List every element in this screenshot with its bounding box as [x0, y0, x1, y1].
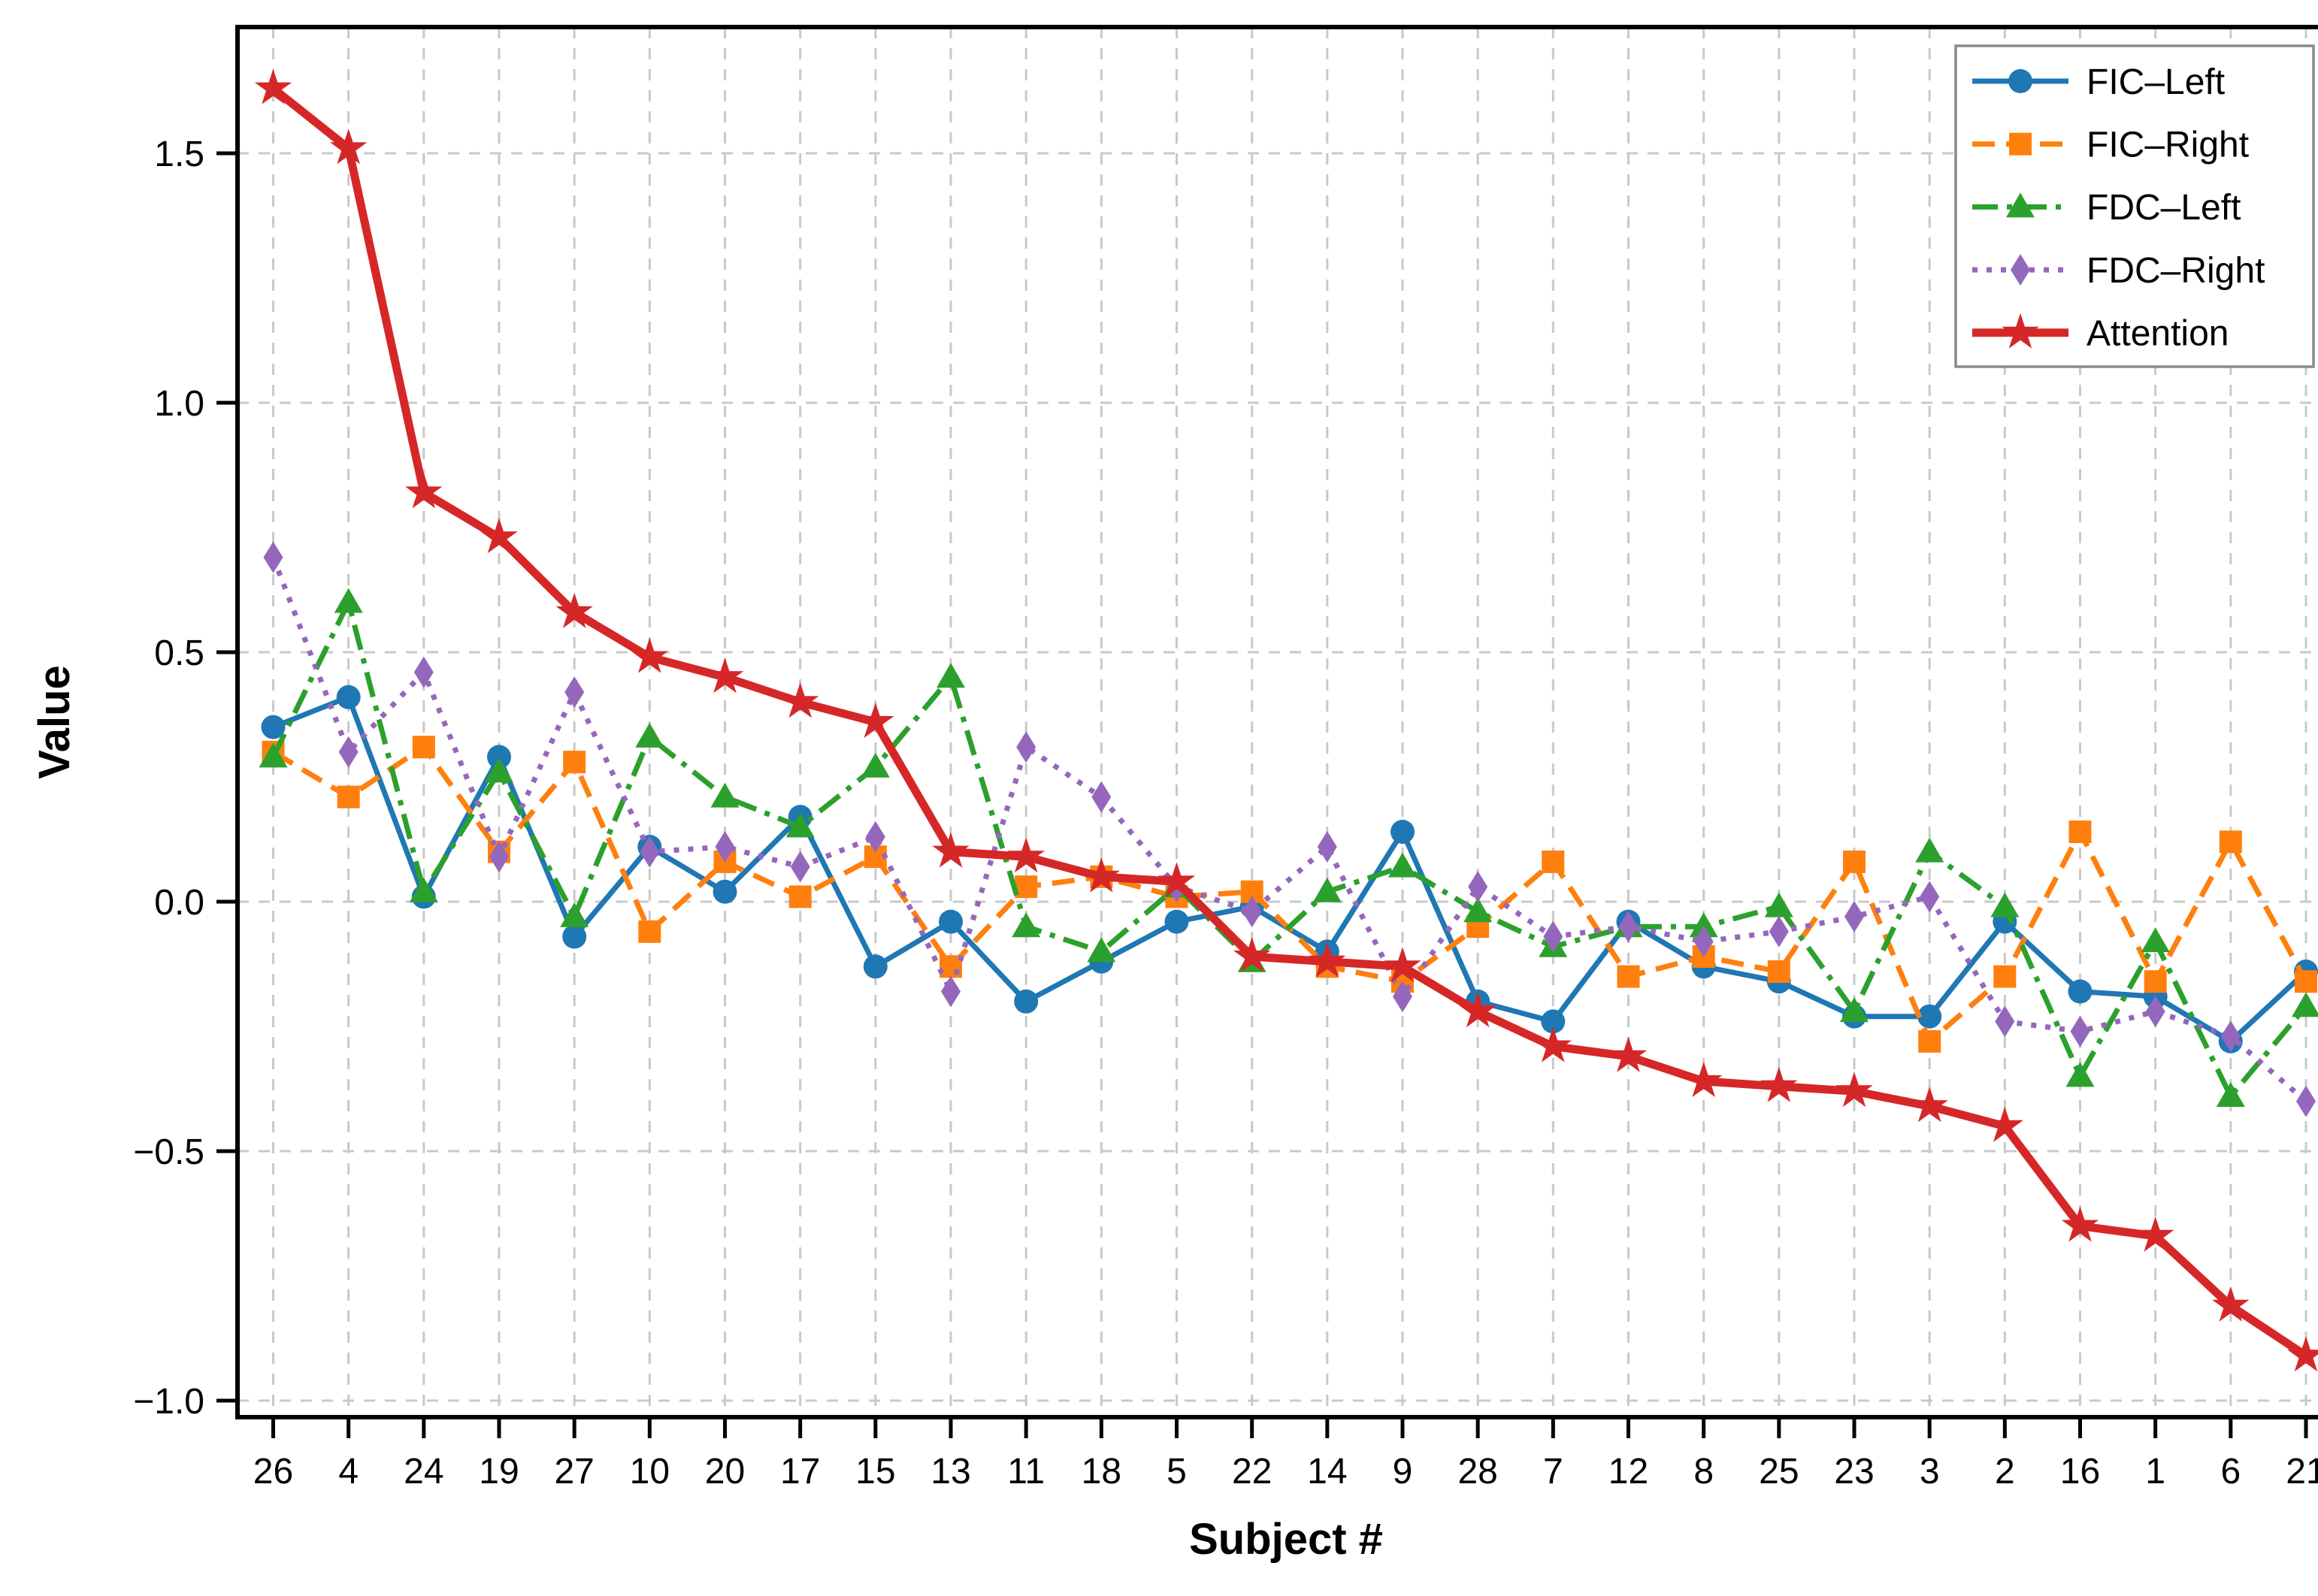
legend-label: FDC–Right [2087, 251, 2265, 291]
circle-marker [1014, 990, 1038, 1014]
circle-marker [864, 954, 888, 978]
square-marker [413, 736, 435, 758]
x-tick-label: 8 [1693, 1452, 1714, 1492]
square-marker [1918, 1030, 1941, 1053]
square-marker [2069, 821, 2092, 843]
square-marker [1617, 966, 1640, 988]
square-marker [1993, 966, 2016, 988]
square-marker [337, 786, 360, 809]
x-tick-label: 9 [1393, 1452, 1413, 1492]
x-tick-label: 12 [1608, 1452, 1648, 1492]
x-tick-label: 27 [554, 1452, 594, 1492]
square-marker [2220, 830, 2242, 853]
x-tick-label: 10 [630, 1452, 670, 1492]
square-marker [638, 920, 661, 943]
y-tick-label: 0.5 [154, 633, 204, 673]
square-marker [563, 751, 586, 773]
square-marker [1542, 851, 1564, 873]
circle-marker [562, 925, 586, 949]
circle-marker [2068, 980, 2093, 1004]
legend-label: FDC–Left [2087, 188, 2241, 228]
square-marker [789, 885, 812, 908]
legend-label: FIC–Left [2087, 62, 2225, 102]
x-tick-label: 2 [1995, 1452, 2015, 1492]
x-tick-label: 25 [1759, 1452, 1799, 1492]
x-tick-label: 6 [2220, 1452, 2241, 1492]
x-tick-label: 14 [1307, 1452, 1347, 1492]
square-marker [1843, 851, 1866, 873]
legend-label: FIC–Right [2087, 125, 2249, 165]
legend: FIC–Left FIC–Right FDC–Left FDC–Right Attent… [1956, 46, 2313, 367]
square-marker [2295, 970, 2317, 993]
x-tick-label: 5 [1167, 1452, 1187, 1492]
x-tick-label: 19 [479, 1452, 519, 1492]
x-tick-label: 26 [253, 1452, 293, 1492]
x-tick-label: 15 [855, 1452, 895, 1492]
x-tick-label: 4 [338, 1452, 359, 1492]
x-tick-label: 23 [1834, 1452, 1874, 1492]
square-marker [1768, 960, 1790, 983]
x-tick-label: 16 [2060, 1452, 2100, 1492]
x-axis-title: Subject # [1189, 1515, 1383, 1564]
y-tick-label: 1.0 [154, 384, 204, 424]
y-tick-label: 1.5 [154, 135, 204, 174]
y-axis-title: Value [30, 665, 79, 779]
square-marker [2009, 133, 2032, 156]
y-tick-label: 0.0 [154, 883, 204, 923]
x-tick-label: 18 [1082, 1452, 1121, 1492]
x-tick-label: 7 [1543, 1452, 1563, 1492]
x-tick-label: 3 [1920, 1452, 1940, 1492]
circle-marker [713, 880, 737, 904]
x-tick-label: 21 [2286, 1452, 2318, 1492]
y-tick-label: −1.0 [133, 1382, 204, 1422]
x-tick-label: 22 [1232, 1452, 1272, 1492]
x-tick-label: 1 [2145, 1452, 2165, 1492]
square-marker [2144, 970, 2167, 993]
x-tick-label: 17 [780, 1452, 820, 1492]
circle-marker [337, 685, 361, 709]
circle-marker [939, 910, 963, 934]
circle-marker [1390, 820, 1415, 844]
y-tick-label: −0.5 [133, 1132, 204, 1172]
x-tick-label: 20 [705, 1452, 745, 1492]
x-tick-label: 11 [1007, 1452, 1045, 1492]
x-tick-label: 24 [404, 1452, 443, 1492]
circle-marker [1165, 910, 1189, 934]
circle-marker [2008, 69, 2032, 93]
x-tick-label: 13 [931, 1452, 970, 1492]
legend-label: Attention [2087, 314, 2229, 354]
x-tick-label: 28 [1457, 1452, 1497, 1492]
